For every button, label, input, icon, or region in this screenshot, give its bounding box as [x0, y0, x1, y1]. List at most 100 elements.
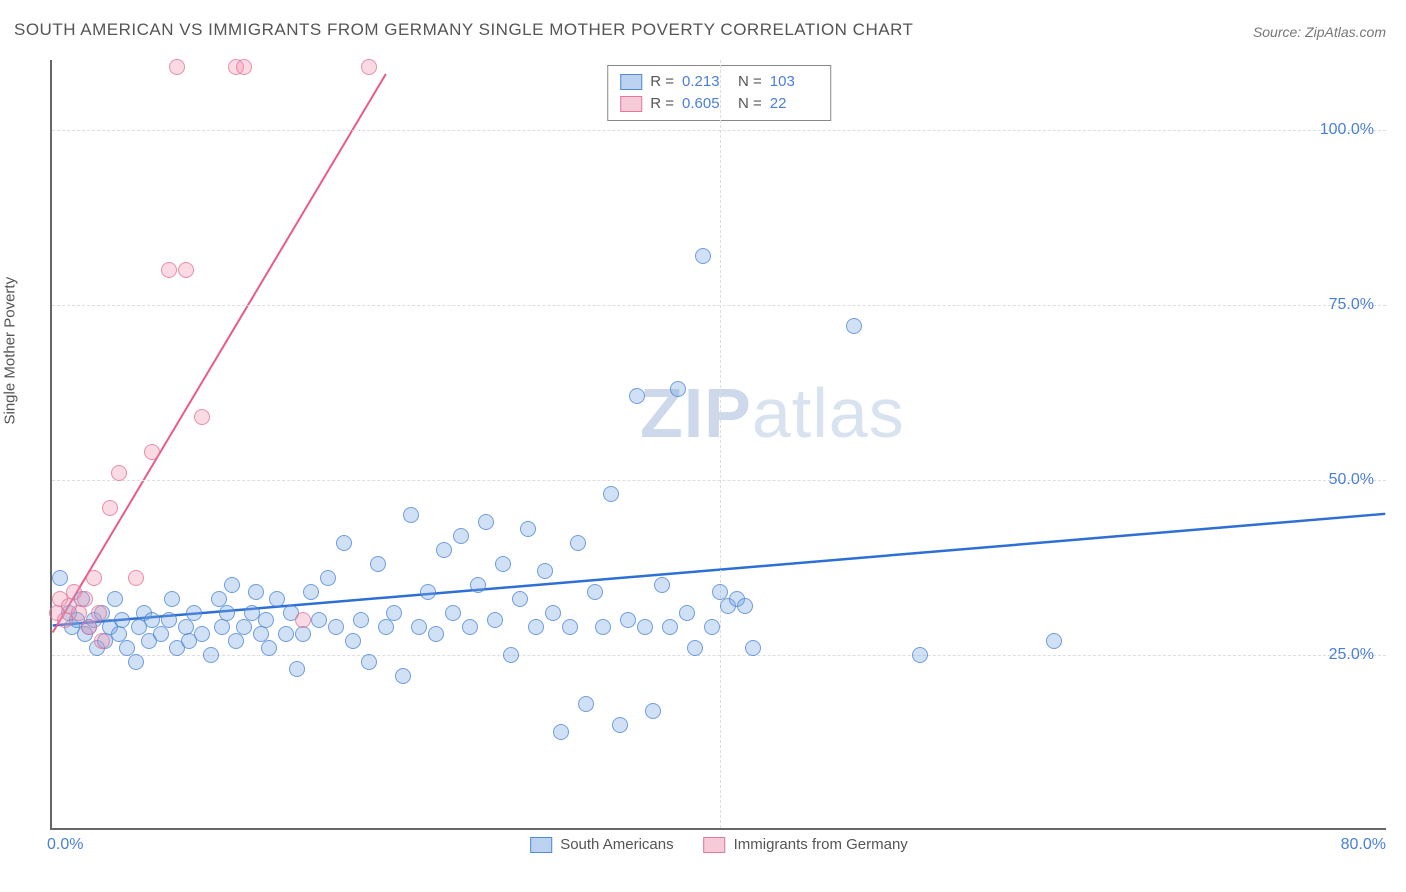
- marker-south-american: [278, 626, 294, 642]
- marker-south-american: [194, 626, 210, 642]
- marker-south-american: [545, 605, 561, 621]
- marker-south-american: [645, 703, 661, 719]
- gridline-h: [52, 130, 1386, 131]
- marker-south-american: [1046, 633, 1062, 649]
- marker-germany: [71, 605, 87, 621]
- marker-south-american: [520, 521, 536, 537]
- marker-south-american: [612, 717, 628, 733]
- marker-south-american: [637, 619, 653, 635]
- marker-south-american: [411, 619, 427, 635]
- marker-south-american: [161, 612, 177, 628]
- chart-title: SOUTH AMERICAN VS IMMIGRANTS FROM GERMAN…: [14, 20, 913, 40]
- marker-south-american: [495, 556, 511, 572]
- marker-south-american: [203, 647, 219, 663]
- marker-south-american: [603, 486, 619, 502]
- marker-south-american: [219, 605, 235, 621]
- marker-south-american: [258, 612, 274, 628]
- y-tick-label: 100.0%: [1320, 121, 1374, 139]
- n-label: N =: [738, 71, 762, 93]
- marker-south-american: [269, 591, 285, 607]
- marker-germany: [361, 59, 377, 75]
- marker-south-american: [846, 318, 862, 334]
- y-tick-label: 25.0%: [1329, 646, 1374, 664]
- swatch-blue: [620, 74, 642, 90]
- n-value-1: 22: [770, 93, 818, 115]
- correlation-legend: R = 0.213 N = 103 R = 0.605 N = 22: [607, 65, 831, 121]
- marker-south-american: [107, 591, 123, 607]
- y-tick-label: 50.0%: [1329, 471, 1374, 489]
- x-tick-label: 0.0%: [47, 836, 83, 854]
- marker-south-american: [261, 640, 277, 656]
- marker-south-american: [186, 605, 202, 621]
- marker-south-american: [336, 535, 352, 551]
- marker-south-american: [737, 598, 753, 614]
- marker-germany: [169, 59, 185, 75]
- marker-germany: [236, 59, 252, 75]
- n-value-0: 103: [770, 71, 818, 93]
- marker-germany: [295, 612, 311, 628]
- legend-row-series-0: R = 0.213 N = 103: [620, 71, 818, 93]
- series-legend: South Americans Immigrants from Germany: [530, 830, 908, 853]
- y-tick-label: 75.0%: [1329, 296, 1374, 314]
- marker-south-american: [503, 647, 519, 663]
- marker-south-american: [328, 619, 344, 635]
- marker-south-american: [311, 612, 327, 628]
- r-label: R =: [650, 71, 674, 93]
- marker-south-american: [236, 619, 252, 635]
- marker-germany: [86, 570, 102, 586]
- marker-south-american: [214, 619, 230, 635]
- marker-south-american: [670, 381, 686, 397]
- marker-germany: [161, 262, 177, 278]
- swatch-blue: [530, 837, 552, 853]
- marker-south-american: [695, 248, 711, 264]
- trend-lines: [52, 60, 1386, 828]
- marker-south-american: [224, 577, 240, 593]
- marker-south-american: [52, 570, 68, 586]
- marker-germany: [81, 619, 97, 635]
- marker-germany: [128, 570, 144, 586]
- marker-south-american: [528, 619, 544, 635]
- swatch-pink: [620, 96, 642, 112]
- gridline-h: [52, 480, 1386, 481]
- marker-south-american: [487, 612, 503, 628]
- marker-south-american: [537, 563, 553, 579]
- marker-south-american: [478, 514, 494, 530]
- plot-area: ZIPatlas R = 0.213 N = 103 R = 0.605 N =…: [50, 60, 1386, 830]
- marker-germany: [111, 465, 127, 481]
- marker-south-american: [462, 619, 478, 635]
- marker-south-american: [587, 584, 603, 600]
- source-attribution: Source: ZipAtlas.com: [1253, 24, 1386, 40]
- marker-south-american: [629, 388, 645, 404]
- y-axis-label: Single Mother Poverty: [2, 277, 19, 425]
- marker-germany: [91, 605, 107, 621]
- swatch-pink: [704, 837, 726, 853]
- marker-south-american: [512, 591, 528, 607]
- marker-south-american: [553, 724, 569, 740]
- marker-south-american: [745, 640, 761, 656]
- marker-south-american: [128, 654, 144, 670]
- marker-south-american: [378, 619, 394, 635]
- marker-south-american: [662, 619, 678, 635]
- marker-south-american: [562, 619, 578, 635]
- marker-south-american: [289, 661, 305, 677]
- r-label: R =: [650, 93, 674, 115]
- marker-south-american: [687, 640, 703, 656]
- marker-south-american: [704, 619, 720, 635]
- marker-south-american: [248, 584, 264, 600]
- marker-south-american: [395, 668, 411, 684]
- marker-south-american: [345, 633, 361, 649]
- marker-south-american: [654, 577, 670, 593]
- x-tick-label: 80.0%: [1341, 836, 1386, 854]
- marker-south-american: [470, 577, 486, 593]
- marker-south-american: [436, 542, 452, 558]
- marker-south-american: [595, 619, 611, 635]
- marker-south-american: [153, 626, 169, 642]
- marker-south-american: [228, 633, 244, 649]
- marker-germany: [194, 409, 210, 425]
- marker-germany: [94, 633, 110, 649]
- marker-south-american: [620, 612, 636, 628]
- legend-item-0: South Americans: [530, 836, 673, 853]
- r-value-0: 0.213: [682, 71, 730, 93]
- marker-south-american: [386, 605, 402, 621]
- marker-south-american: [320, 570, 336, 586]
